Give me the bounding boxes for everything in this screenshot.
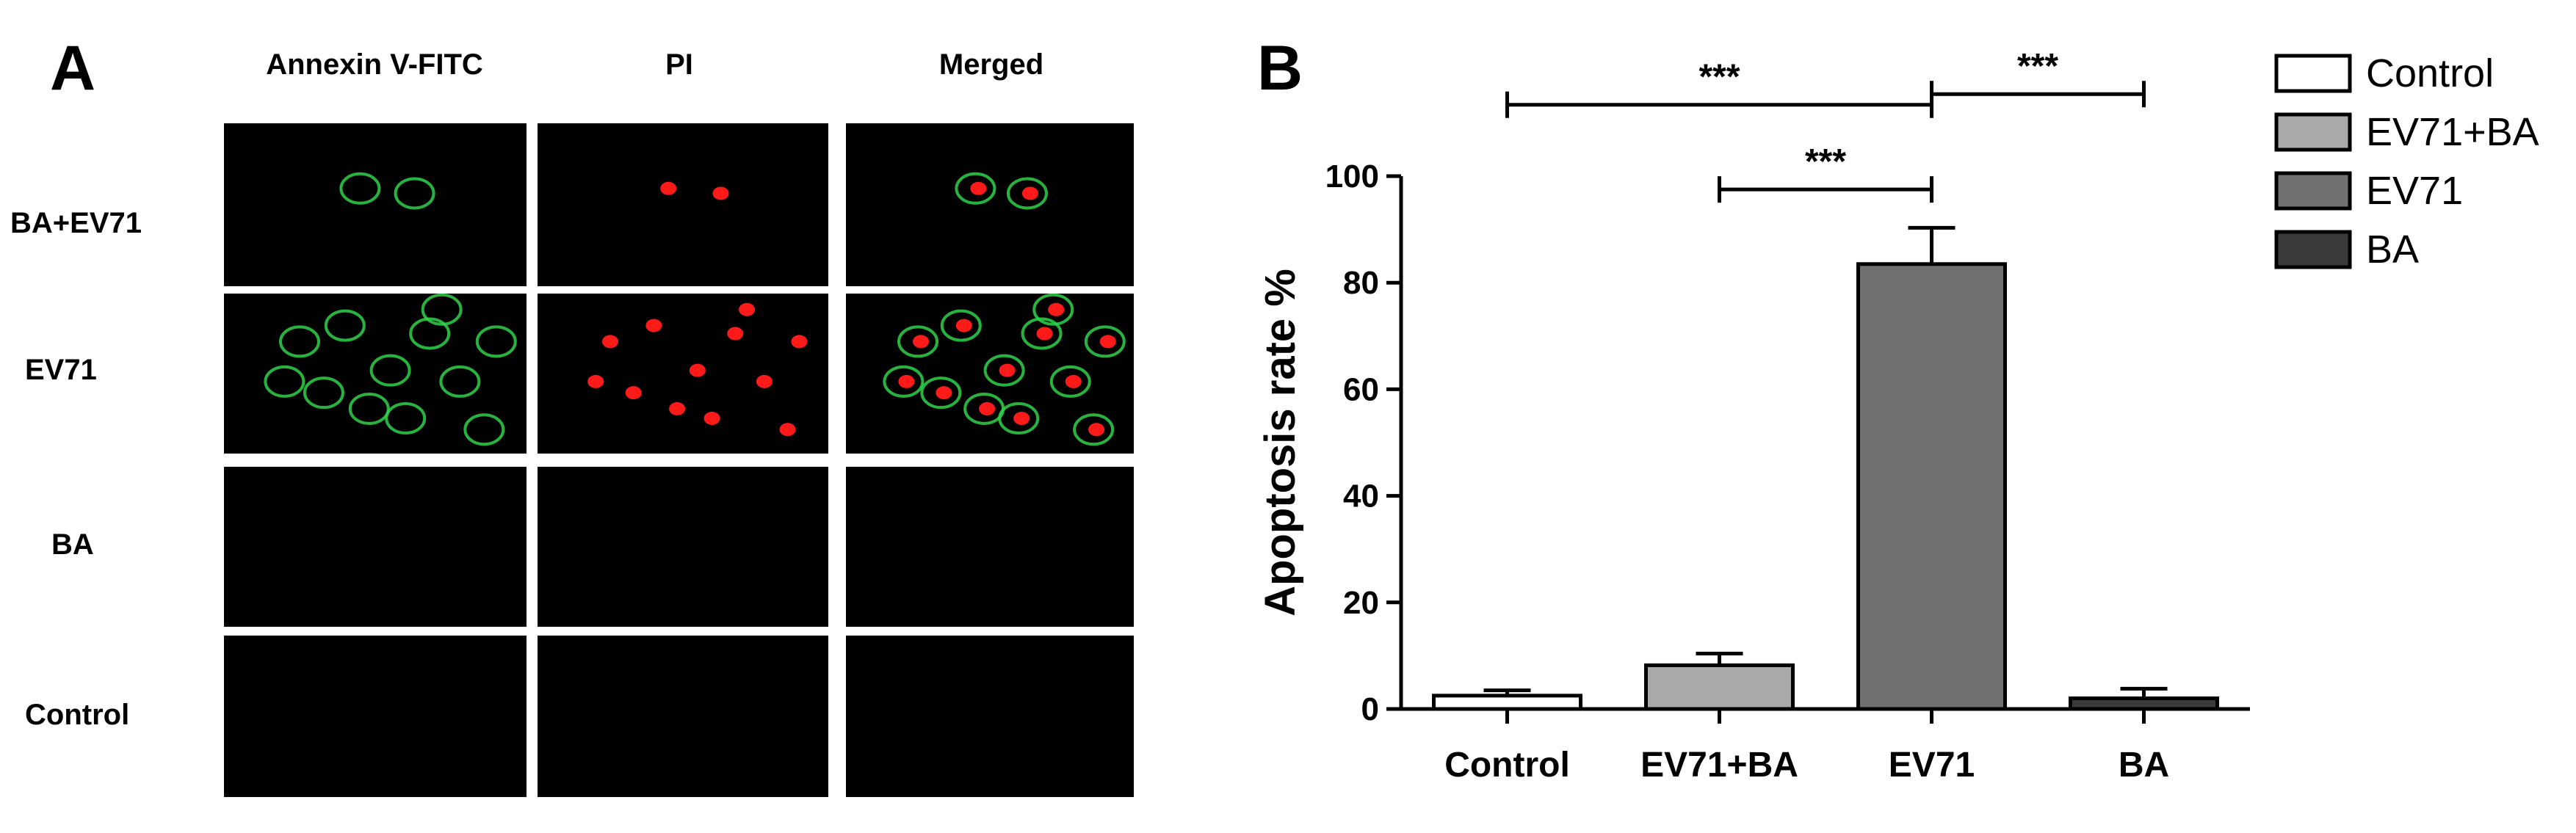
micrograph-ev71-merged: [846, 294, 1134, 454]
y-tick-label: 100: [1325, 159, 1379, 194]
y-tick-label: 0: [1361, 691, 1379, 727]
micrograph-control-merged: [846, 636, 1134, 797]
apoptosis-bar-chart: 0 20 40 60 80 100 Apoptosis rate % Control EV71+…: [1256, 47, 2539, 785]
column-header-pi: PI: [665, 48, 693, 81]
micrograph-ba-merged: [846, 467, 1134, 627]
micrograph-ev71-annexin: [224, 294, 527, 454]
significance-label: ***: [1805, 142, 1846, 181]
legend-swatch-ev71-ba: [2274, 112, 2352, 152]
y-tick-label: 80: [1343, 265, 1379, 301]
micrograph-ev71-pi: [538, 294, 828, 454]
significance-label: ***: [2017, 47, 2058, 86]
micrograph-control-pi: [538, 636, 828, 797]
panel-b-letter: B: [1257, 33, 1303, 103]
legend-label: EV71+BA: [2366, 110, 2539, 154]
legend-label: EV71: [2366, 169, 2463, 213]
micrograph-ba-ev71-pi: [538, 123, 828, 286]
significance-label: ***: [1698, 58, 1740, 97]
column-header-annexin: Annexin V-FITC: [266, 48, 483, 81]
micrograph-ba-ev71-merged: [846, 123, 1134, 286]
micrograph-ba-annexin: [224, 467, 527, 627]
row-label-ba-ev71: BA+EV71: [10, 207, 142, 239]
legend-swatch-ba: [2274, 230, 2352, 269]
panel-a-letter: A: [50, 33, 96, 103]
row-label-ba: BA: [51, 528, 94, 561]
micrograph-control-annexin: [224, 636, 527, 797]
bar-ba: [2069, 696, 2219, 711]
bar-ev71: [1856, 262, 2007, 711]
x-tick-label: EV71: [1889, 746, 1975, 785]
bar-control: [1432, 694, 1582, 711]
row-label-ev71: EV71: [25, 354, 97, 386]
x-tick-label: BA: [2119, 746, 2169, 785]
column-header-merged: Merged: [938, 48, 1044, 81]
row-label-control: Control: [25, 699, 130, 731]
micrograph-ba-ev71-annexin: [224, 123, 527, 286]
legend-swatch-ev71: [2274, 171, 2352, 211]
bar-ev71-ba: [1644, 663, 1795, 711]
x-tick-label: Control: [1444, 746, 1570, 785]
y-tick-label: 40: [1343, 479, 1379, 514]
legend-swatch-control: [2274, 54, 2352, 93]
legend-label: Control: [2366, 51, 2494, 95]
x-tick-label: EV71+BA: [1640, 746, 1798, 785]
legend-label: BA: [2366, 228, 2419, 272]
micrograph-ba-pi: [538, 467, 828, 627]
y-tick-label: 60: [1343, 371, 1379, 407]
y-tick-label: 20: [1343, 585, 1379, 621]
y-axis-label: Apoptosis rate %: [1256, 269, 1304, 616]
